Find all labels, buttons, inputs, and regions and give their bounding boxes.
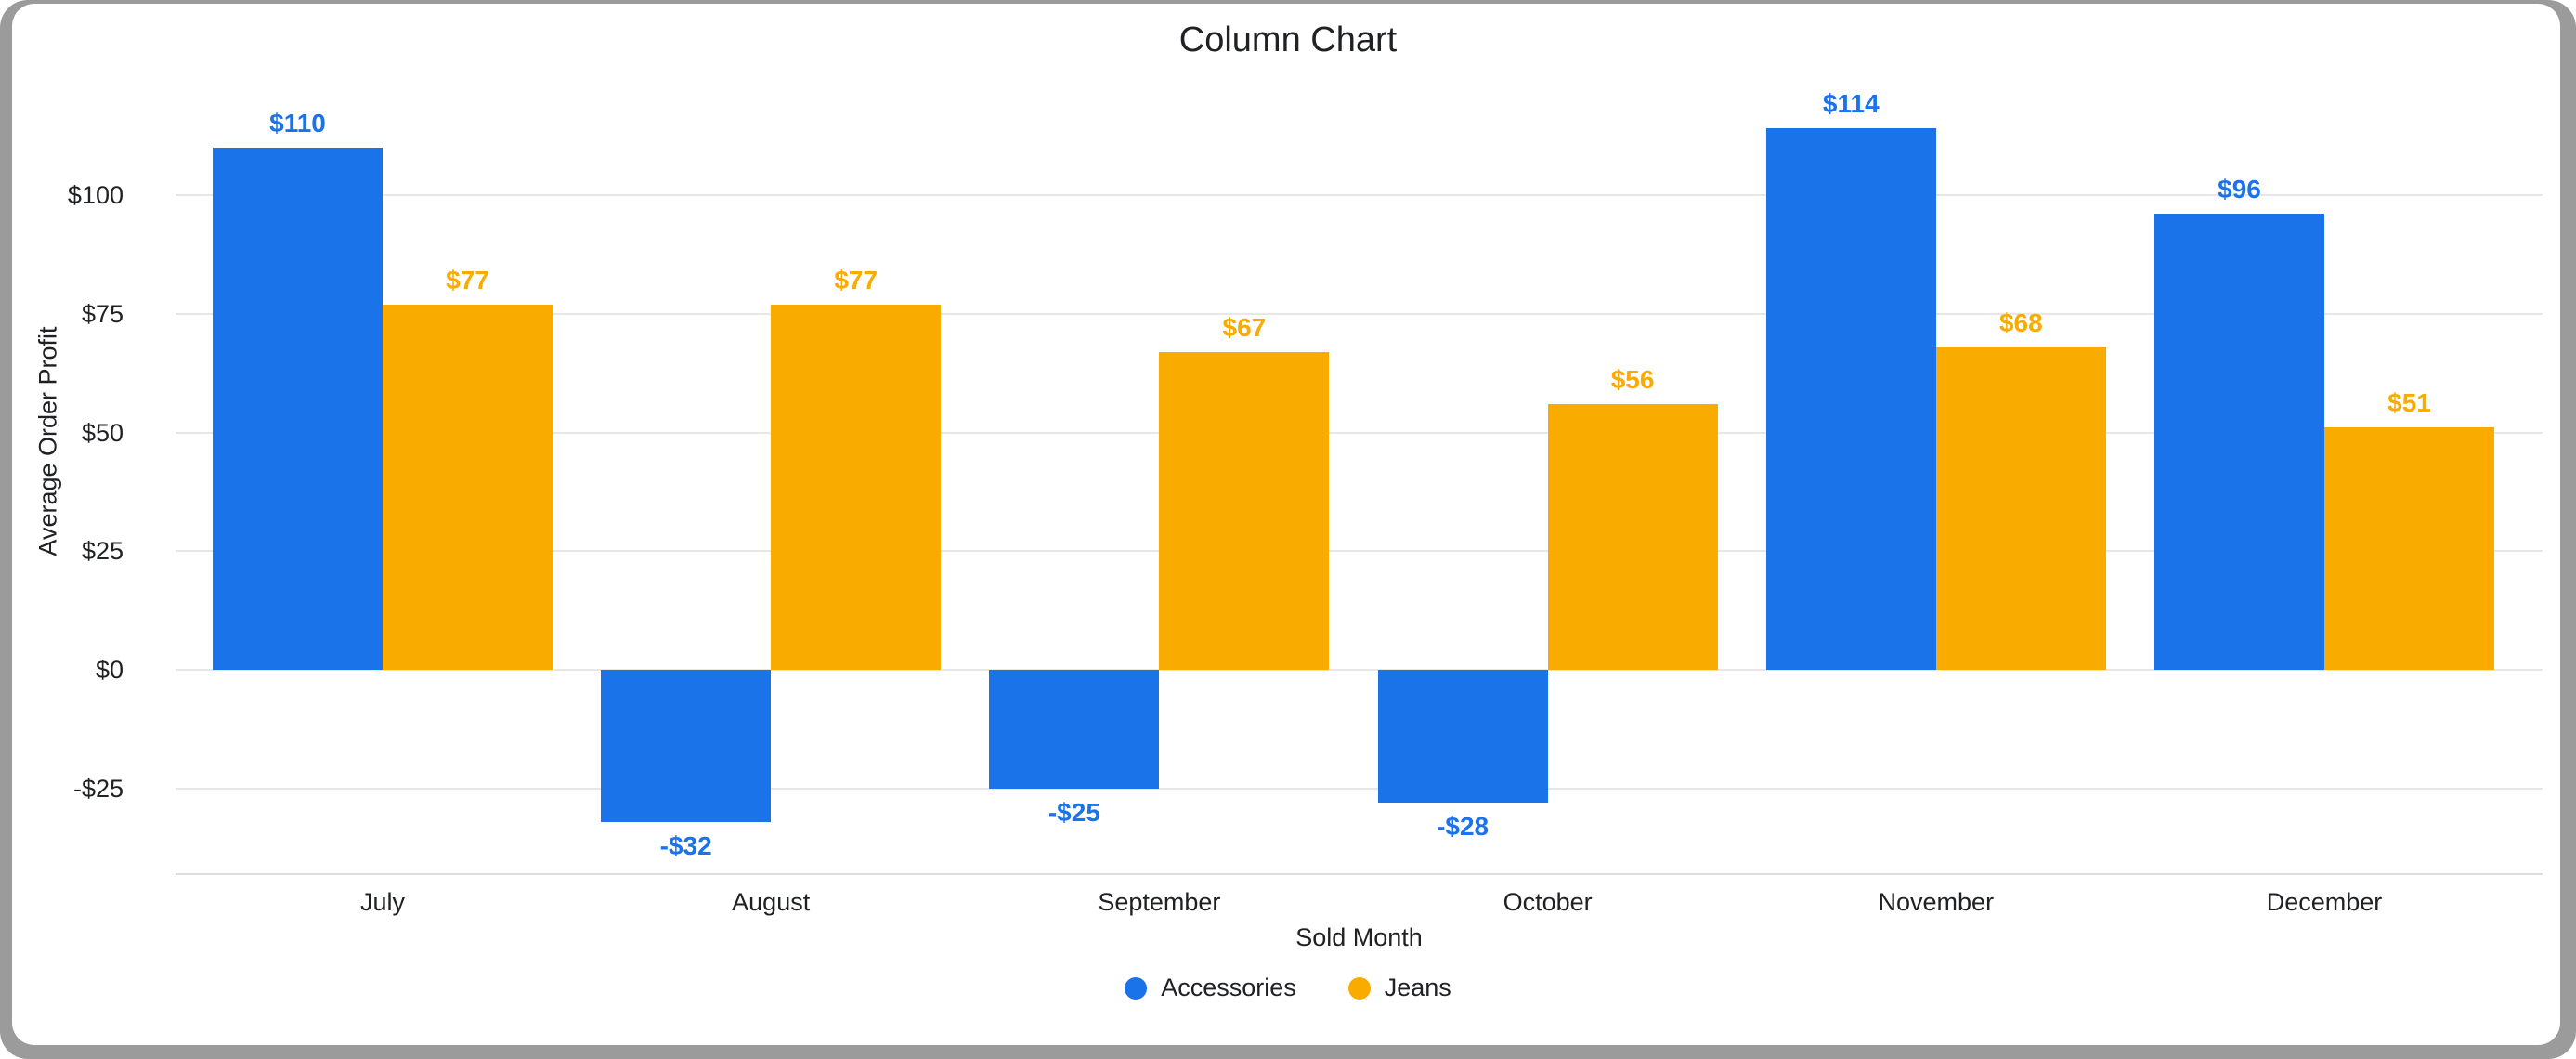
chart-title: Column Chart: [1178, 20, 1398, 59]
bar-value-label: $56: [1610, 364, 1655, 394]
y-tick-label: $50: [81, 418, 124, 447]
bar-value-label: $114: [1822, 89, 1880, 119]
x-category-label: November: [1878, 888, 1995, 916]
bar-value-label: $77: [446, 265, 489, 294]
y-tick-label: $25: [81, 537, 124, 566]
legend-swatch-icon: [1347, 976, 1371, 1000]
x-category-label: September: [1098, 888, 1221, 916]
y-gridline: [176, 550, 2543, 553]
x-category-label: October: [1503, 888, 1593, 916]
x-category-label: August: [732, 888, 811, 916]
x-axis-title: Sold Month: [1295, 923, 1423, 951]
legend-label: Jeans: [1384, 974, 1451, 1001]
legend-swatch-icon: [1125, 976, 1148, 1000]
bar-value-label: $110: [269, 108, 326, 137]
bar-value-label: $67: [1222, 312, 1267, 342]
x-category-label: July: [359, 888, 405, 916]
y-tick-label: $75: [81, 299, 124, 328]
y-gridline: [176, 669, 2543, 671]
legend-item-jeans: Jeans: [1347, 974, 1451, 1002]
bar-jeans-july: [383, 304, 553, 670]
y-tick-label: $100: [67, 181, 124, 209]
bar-accessories-september: [989, 670, 1160, 789]
bar-jeans-september: [1159, 351, 1330, 670]
bar-value-label: $96: [2218, 175, 2261, 204]
bar-value-label: -$32: [659, 830, 712, 860]
legend-label: Accessories: [1161, 974, 1296, 1001]
bar-accessories-october: [1377, 670, 1548, 804]
x-category-label: December: [2266, 888, 2383, 916]
y-gridline: [176, 194, 2543, 196]
bar-jeans-december: [2324, 427, 2494, 670]
bar-accessories-november: [1765, 128, 1936, 670]
bar-jeans-november: [1935, 346, 2106, 670]
bar-value-label: -$28: [1437, 812, 1490, 842]
bar-jeans-october: [1547, 403, 1718, 670]
bar-accessories-august: [601, 670, 772, 822]
bar-jeans-august: [771, 304, 942, 670]
legend: Accessories Jeans: [0, 974, 2576, 1002]
y-gridline: [176, 787, 2543, 790]
y-tick-label: -$25: [72, 774, 124, 803]
x-axis-line: [176, 873, 2543, 875]
bar-value-label: $68: [1998, 307, 2043, 337]
bar-accessories-july: [213, 147, 383, 670]
legend-item-accessories: Accessories: [1125, 974, 1296, 1002]
bar-value-label: -$25: [1047, 797, 1100, 827]
bar-value-label: $51: [2387, 388, 2431, 418]
y-gridline: [176, 431, 2543, 434]
y-gridline: [176, 312, 2543, 315]
bar-accessories-december: [2154, 214, 2324, 670]
bar-value-label: $77: [834, 265, 878, 294]
y-tick-label: $0: [95, 656, 124, 684]
